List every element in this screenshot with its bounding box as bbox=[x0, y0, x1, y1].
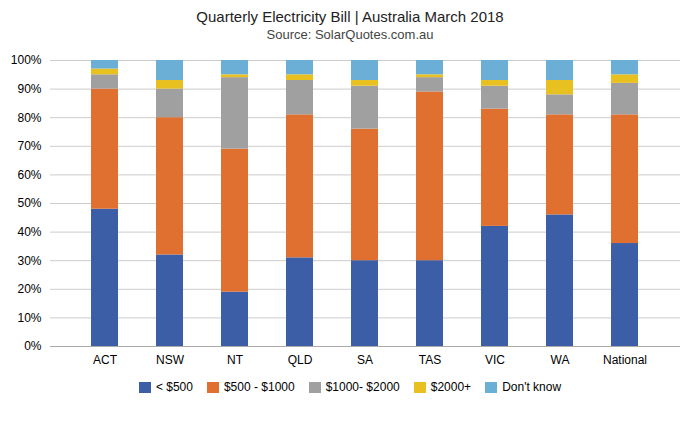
svg-text:QLD: QLD bbox=[288, 353, 313, 367]
svg-text:0%: 0% bbox=[24, 339, 42, 353]
svg-text:VIC: VIC bbox=[485, 353, 505, 367]
svg-text:70%: 70% bbox=[17, 139, 41, 153]
html-text:Don't know: Don't know bbox=[502, 380, 562, 394]
html-text:$1000- $2000: $1000- $2000 bbox=[325, 380, 400, 394]
svg-text:30%: 30% bbox=[17, 254, 41, 268]
svg-text:WA: WA bbox=[551, 353, 570, 367]
svg-text:NT: NT bbox=[227, 353, 244, 367]
svg-text:80%: 80% bbox=[17, 111, 41, 125]
svg-text:100%: 100% bbox=[11, 53, 42, 67]
html-text:$500 - $1000: $500 - $1000 bbox=[223, 380, 295, 394]
svg-text:10%: 10% bbox=[17, 311, 41, 325]
html-text:< $500: < $500 bbox=[155, 380, 193, 394]
html-text:Source: SolarQuotes.com.au: Source: SolarQuotes.com.au bbox=[266, 27, 434, 42]
svg-text:90%: 90% bbox=[17, 82, 41, 96]
svg-text:20%: 20% bbox=[17, 282, 41, 296]
html-text:Quarterly Electricity Bill | A: Quarterly Electricity Bill | Australia M… bbox=[196, 8, 504, 25]
svg-text:50%: 50% bbox=[17, 196, 41, 210]
svg-text:ACT: ACT bbox=[93, 353, 118, 367]
svg-text:TAS: TAS bbox=[419, 353, 441, 367]
svg-text:NSW: NSW bbox=[156, 353, 185, 367]
svg-text:60%: 60% bbox=[17, 168, 41, 182]
svg-text:40%: 40% bbox=[17, 225, 41, 239]
svg-text:National: National bbox=[603, 353, 647, 367]
svg-text:SA: SA bbox=[357, 353, 373, 367]
html-text:$2000+: $2000+ bbox=[430, 380, 472, 394]
